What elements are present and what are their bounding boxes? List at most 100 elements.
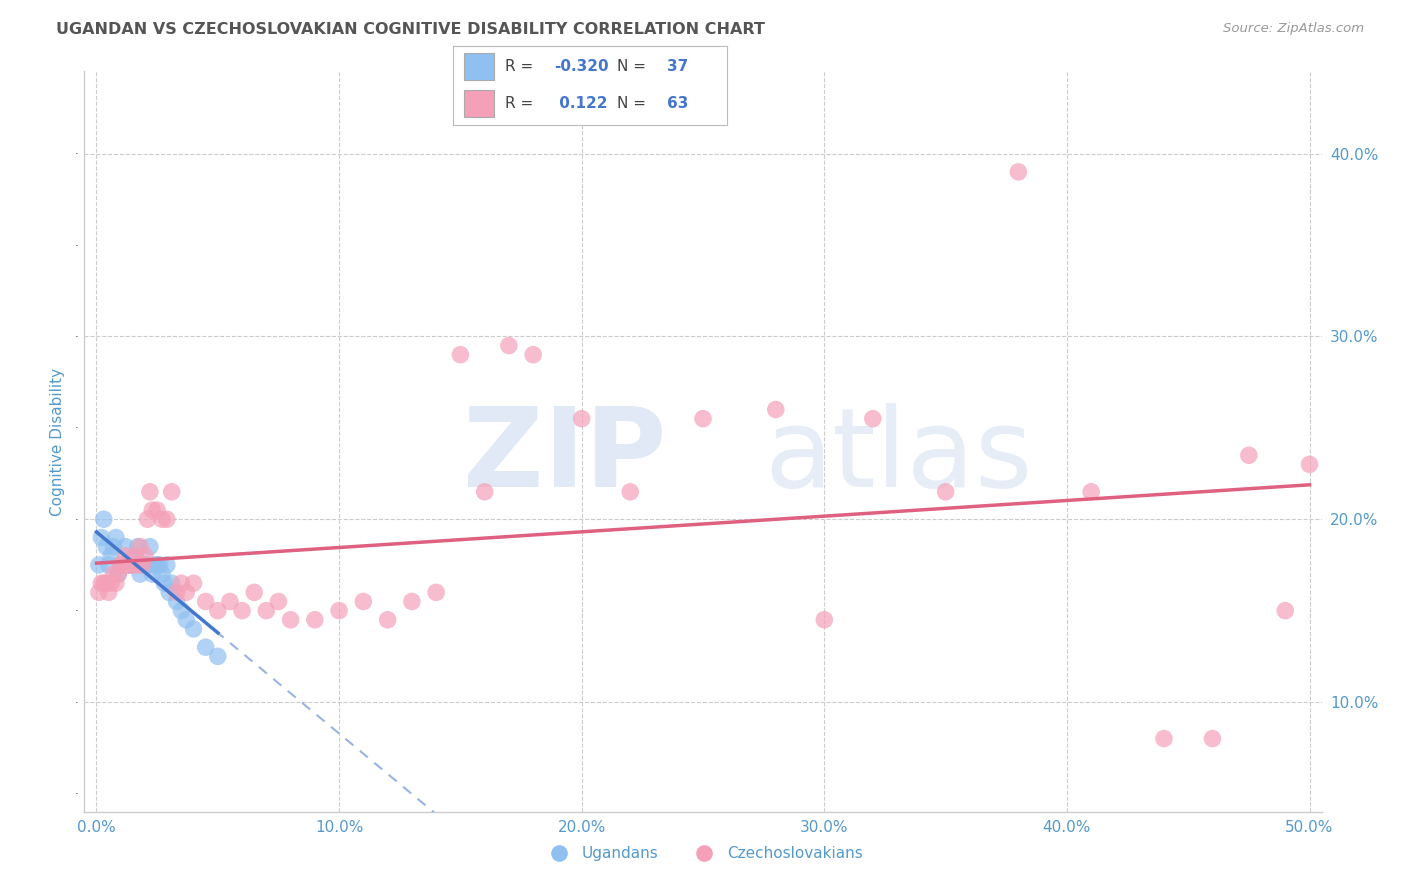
FancyBboxPatch shape [464,54,494,80]
Point [112,558,135,572]
Point [522,348,544,362]
Point [935,484,957,499]
Point [136,512,159,526]
Point [100,576,122,591]
Point [813,613,835,627]
Point [134,558,156,572]
Point [117,558,139,572]
Text: N =: N = [617,59,647,74]
Point [127,540,149,554]
Point [862,411,884,425]
Point [280,613,302,627]
Point [166,585,188,599]
Point [139,540,162,554]
Point [127,558,149,572]
Point [1201,731,1223,746]
Text: 63: 63 [666,96,688,112]
Point [150,512,173,526]
Point [449,348,471,362]
Point [267,594,290,608]
Text: atlas: atlas [765,403,1033,510]
Point [110,558,132,572]
Point [156,512,179,526]
Legend: Ugandans, Czechoslovakians: Ugandans, Czechoslovakians [537,839,869,867]
Point [174,585,197,599]
Point [1237,448,1260,462]
Point [114,549,136,563]
Point [150,567,173,582]
Point [692,411,714,425]
Point [90,531,112,545]
Point [401,594,423,608]
Point [141,503,163,517]
Point [157,585,180,599]
Y-axis label: Cognitive Disability: Cognitive Disability [51,368,65,516]
Point [90,576,112,591]
Point [194,640,217,655]
Point [328,604,350,618]
Point [425,585,447,599]
Point [174,613,197,627]
Point [122,558,145,572]
Point [231,604,253,618]
Point [87,558,110,572]
Point [120,558,142,572]
Point [619,484,641,499]
Point [243,585,266,599]
Text: UGANDAN VS CZECHOSLOVAKIAN COGNITIVE DISABILITY CORRELATION CHART: UGANDAN VS CZECHOSLOVAKIAN COGNITIVE DIS… [56,22,765,37]
Point [96,540,118,554]
Point [183,576,205,591]
Point [136,558,159,572]
Point [153,576,176,591]
Point [93,576,115,591]
Point [112,558,135,572]
Point [104,576,127,591]
Text: N =: N = [617,96,647,112]
Point [170,604,193,618]
Point [122,558,145,572]
Point [143,558,166,572]
Text: ZIP: ZIP [463,403,666,510]
Point [474,484,496,499]
Point [146,503,169,517]
Point [1298,458,1320,472]
Point [131,558,153,572]
Point [194,594,217,608]
Point [160,576,183,591]
Point [1080,484,1102,499]
FancyBboxPatch shape [464,90,494,117]
Point [131,558,153,572]
Point [498,338,520,352]
Point [156,558,179,572]
Point [571,411,593,425]
Point [254,604,277,618]
Point [304,613,326,627]
Point [1274,604,1296,618]
Point [146,558,169,572]
Point [1153,731,1175,746]
Text: R =: R = [505,59,533,74]
Point [160,484,183,499]
Point [96,576,118,591]
Point [170,576,193,591]
Point [107,567,129,582]
Point [219,594,242,608]
Point [207,649,229,664]
Point [1007,165,1029,179]
Point [120,558,142,572]
Point [103,540,125,554]
Text: 0.122: 0.122 [554,96,607,112]
Text: R =: R = [505,96,533,112]
Point [93,512,115,526]
Point [166,594,188,608]
Point [97,585,120,599]
Text: 37: 37 [666,59,688,74]
Point [377,613,399,627]
Point [129,540,152,554]
Point [183,622,205,636]
Point [110,558,132,572]
Point [124,549,146,563]
Point [124,549,146,563]
Point [100,549,122,563]
Point [139,484,162,499]
